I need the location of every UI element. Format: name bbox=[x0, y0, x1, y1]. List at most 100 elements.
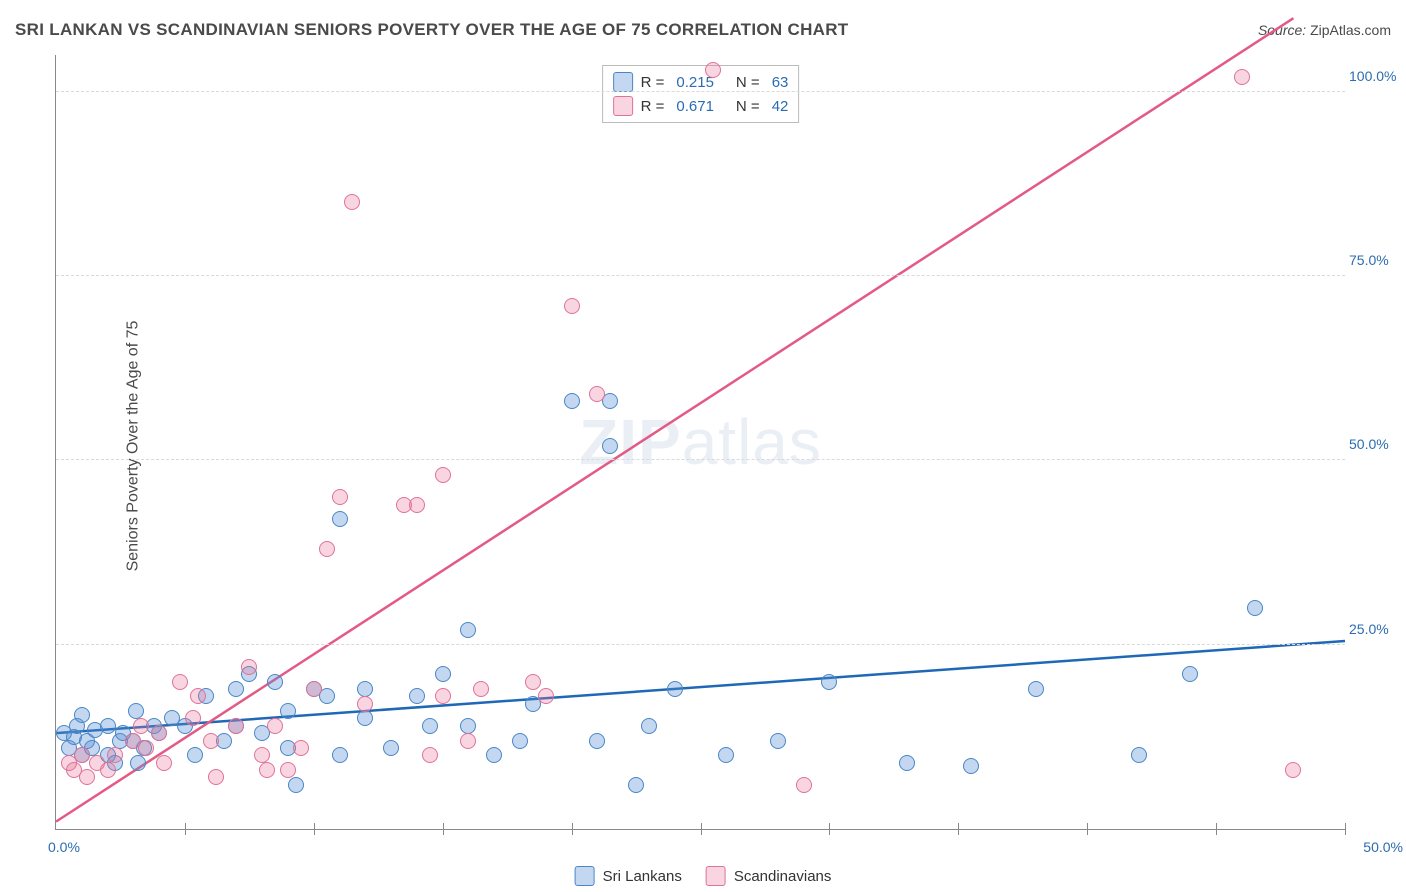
data-point bbox=[254, 747, 270, 763]
data-point bbox=[718, 747, 734, 763]
x-tick bbox=[1216, 823, 1217, 835]
n-value: 63 bbox=[772, 74, 789, 91]
data-point bbox=[589, 386, 605, 402]
data-point bbox=[796, 777, 812, 793]
data-point bbox=[185, 710, 201, 726]
data-point bbox=[138, 740, 154, 756]
data-point bbox=[473, 681, 489, 697]
data-point bbox=[1247, 600, 1263, 616]
r-value: 0.671 bbox=[676, 98, 714, 115]
x-tick bbox=[958, 823, 959, 835]
data-point bbox=[208, 769, 224, 785]
data-point bbox=[1234, 69, 1250, 85]
data-point bbox=[228, 718, 244, 734]
x-tick bbox=[572, 823, 573, 835]
data-point bbox=[319, 541, 335, 557]
data-point bbox=[628, 777, 644, 793]
plot-area: ZIPatlas R =0.215N =63R =0.671N =42 25.0… bbox=[55, 55, 1345, 830]
data-point bbox=[259, 762, 275, 778]
data-point bbox=[357, 696, 373, 712]
bottom-legend-item: Sri Lankans bbox=[575, 866, 682, 886]
x-tick bbox=[1345, 823, 1346, 835]
legend-label: Scandinavians bbox=[734, 868, 832, 885]
data-point bbox=[151, 725, 167, 741]
n-label: N = bbox=[736, 74, 760, 91]
data-point bbox=[187, 747, 203, 763]
data-point bbox=[190, 688, 206, 704]
data-point bbox=[156, 755, 172, 771]
n-label: N = bbox=[736, 98, 760, 115]
data-point bbox=[1028, 681, 1044, 697]
stats-legend: R =0.215N =63R =0.671N =42 bbox=[602, 65, 800, 123]
data-point bbox=[332, 747, 348, 763]
data-point bbox=[409, 688, 425, 704]
data-point bbox=[267, 718, 283, 734]
data-point bbox=[383, 740, 399, 756]
data-point bbox=[564, 298, 580, 314]
data-point bbox=[357, 681, 373, 697]
gridline bbox=[56, 91, 1345, 92]
x-tick bbox=[443, 823, 444, 835]
data-point bbox=[525, 674, 541, 690]
gridline bbox=[56, 644, 1345, 645]
data-point bbox=[460, 622, 476, 638]
data-point bbox=[74, 747, 90, 763]
x-tick-label: 50.0% bbox=[1363, 839, 1403, 855]
data-point bbox=[293, 740, 309, 756]
data-point bbox=[1131, 747, 1147, 763]
data-point bbox=[641, 718, 657, 734]
data-point bbox=[280, 703, 296, 719]
data-point bbox=[267, 674, 283, 690]
stats-legend-row: R = 0.671 N = 42 bbox=[613, 94, 789, 118]
data-point bbox=[435, 467, 451, 483]
data-point bbox=[422, 747, 438, 763]
bottom-legend-item: Scandinavians bbox=[706, 866, 832, 886]
title-row: SRI LANKAN VS SCANDINAVIAN SENIORS POVER… bbox=[15, 20, 1391, 40]
chart-container: SRI LANKAN VS SCANDINAVIAN SENIORS POVER… bbox=[0, 0, 1406, 892]
x-tick bbox=[314, 823, 315, 835]
data-point bbox=[133, 718, 149, 734]
x-tick bbox=[701, 823, 702, 835]
r-label: R = bbox=[641, 98, 665, 115]
data-point bbox=[1182, 666, 1198, 682]
gridline bbox=[56, 459, 1345, 460]
x-tick-label: 0.0% bbox=[48, 839, 80, 855]
data-point bbox=[306, 681, 322, 697]
data-point bbox=[899, 755, 915, 771]
data-point bbox=[705, 62, 721, 78]
data-point bbox=[821, 674, 837, 690]
data-point bbox=[107, 747, 123, 763]
data-point bbox=[963, 758, 979, 774]
source-label: Source: bbox=[1258, 22, 1306, 38]
data-point bbox=[228, 681, 244, 697]
data-point bbox=[589, 733, 605, 749]
source-name: ZipAtlas.com bbox=[1310, 22, 1391, 38]
legend-swatch bbox=[706, 866, 726, 886]
data-point bbox=[172, 674, 188, 690]
legend-swatch bbox=[613, 72, 633, 92]
data-point bbox=[357, 710, 373, 726]
data-point bbox=[74, 707, 90, 723]
data-point bbox=[332, 511, 348, 527]
data-point bbox=[332, 489, 348, 505]
x-tick bbox=[1087, 823, 1088, 835]
data-point bbox=[435, 688, 451, 704]
data-point bbox=[344, 194, 360, 210]
data-point bbox=[460, 718, 476, 734]
y-tick-label: 75.0% bbox=[1349, 252, 1403, 268]
legend-swatch bbox=[613, 96, 633, 116]
data-point bbox=[667, 681, 683, 697]
x-tick bbox=[185, 823, 186, 835]
gridline bbox=[56, 275, 1345, 276]
n-value: 42 bbox=[772, 98, 789, 115]
data-point bbox=[203, 733, 219, 749]
source-attribution: Source: ZipAtlas.com bbox=[1258, 22, 1391, 38]
data-point bbox=[486, 747, 502, 763]
bottom-legend: Sri Lankans Scandinavians bbox=[575, 866, 832, 886]
regression-line bbox=[56, 641, 1345, 733]
data-point bbox=[602, 438, 618, 454]
data-point bbox=[770, 733, 786, 749]
data-point bbox=[435, 666, 451, 682]
data-point bbox=[288, 777, 304, 793]
data-point bbox=[100, 762, 116, 778]
